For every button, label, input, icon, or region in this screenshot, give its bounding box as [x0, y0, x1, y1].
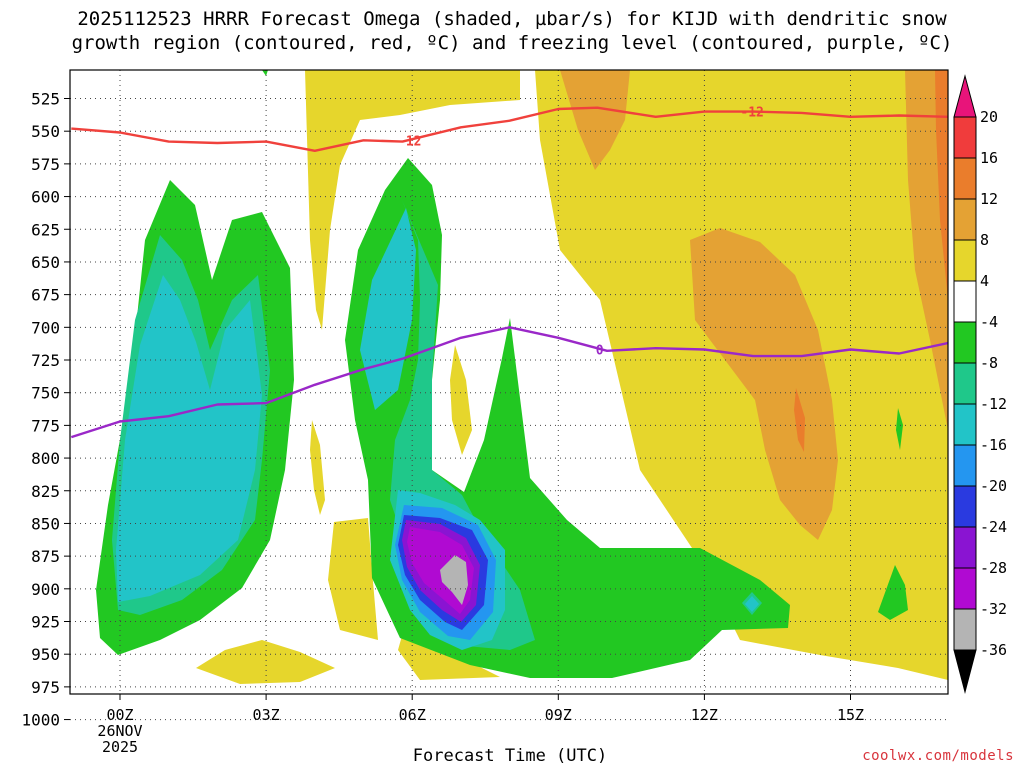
colorbar-label-8: -16 [980, 436, 1007, 454]
colorbar-label-0: 20 [980, 108, 998, 126]
contour-label-0-0: -12 [398, 134, 421, 149]
colorbar-bin-5 [953, 321, 977, 364]
colorbar-label-7: -12 [980, 395, 1007, 413]
shaded-down-cyan-left [116, 275, 262, 602]
grid-lines [70, 70, 948, 721]
ground-terrain [70, 694, 948, 722]
shaded-up-yellow-column [310, 420, 325, 515]
y-tick-label-775: 775 [31, 416, 60, 435]
chart-title-line-1: 2025112523 HRRR Forecast Omega (shaded, … [77, 8, 947, 30]
x-tick-sublabel-0: 26NOV [97, 722, 142, 740]
shaded-down-green-top [262, 70, 268, 76]
colorbar-bin-7 [953, 403, 977, 446]
y-tick-label-675: 675 [31, 286, 60, 305]
shaded-up-yellow-sliver [450, 345, 472, 455]
x-tick-label-06Z: 06Z [399, 706, 426, 724]
y-tick-label-575: 575 [31, 155, 60, 174]
y-tick-label-525: 525 [31, 90, 60, 109]
y-tick-label-800: 800 [31, 449, 60, 468]
shaded-up-orange-right [905, 70, 948, 430]
contour-labels: -12 -12 0 [398, 106, 764, 359]
credit-text: coolwx.com/models [862, 748, 1014, 764]
shaded-down-cyan-dot [745, 596, 759, 612]
contour-line-1 [70, 326, 948, 439]
shaded-up-orange-upper [560, 70, 630, 170]
colorbar: 20 16 12 8 4 -4 -8 -12 -16 -20 -24 -28 -32 -36 [953, 74, 1007, 694]
y-tick-label-825: 825 [31, 482, 60, 501]
contour-line-0 [71, 106, 948, 152]
colorbar-top-arrow [953, 74, 977, 118]
colorbar-bin-3 [953, 239, 977, 282]
shaded-up-yellow-lower-1 [196, 640, 335, 684]
colorbar-bin-10 [953, 526, 977, 569]
colorbar-label-6: -8 [980, 354, 998, 372]
colorbar-label-5: -4 [980, 313, 998, 331]
shaded-up-orange-edge [935, 70, 948, 300]
y-tick-label-925: 925 [31, 613, 60, 632]
y-tick-label-600: 600 [31, 188, 60, 207]
colorbar-label-3: 8 [980, 231, 989, 249]
plot-frame [69, 69, 949, 695]
y-tick-label-850: 850 [31, 514, 60, 533]
shaded-down-green-right [878, 565, 908, 620]
colorbar-bin-6 [953, 362, 977, 405]
y-axis: 525 550 575 600 625 650 675 700 725 750 775 800 825 8… [21, 90, 70, 730]
y-tick-label-650: 650 [31, 253, 60, 272]
colorbar-bin-11 [953, 567, 977, 610]
y-tick-label-625: 625 [31, 220, 60, 239]
y-tick-label-975: 975 [31, 678, 60, 697]
shaded-up-yellow-lower-2 [328, 518, 378, 640]
chart-title-line-2: growth region (contoured, red, ºC) and f… [71, 32, 953, 54]
shaded-up-orange-center [690, 228, 838, 540]
colorbar-label-2: 12 [980, 190, 998, 208]
x-tick-sublabel-1: 2025 [102, 738, 138, 756]
y-tick-label-875: 875 [31, 547, 60, 566]
colorbar-bottom-arrow [953, 649, 977, 694]
colorbar-bin-8 [953, 444, 977, 487]
colorbar-label-13: -36 [980, 641, 1007, 659]
colorbar-label-4: 4 [980, 272, 989, 290]
y-tick-label-750: 750 [31, 384, 60, 403]
x-tick-label-00Z: 00Z [106, 706, 133, 724]
colorbar-label-1: 16 [980, 149, 998, 167]
shaded-down-gray [440, 555, 468, 605]
contour-label-1-0: 0 [596, 344, 604, 359]
colorbar-bin-9 [953, 485, 977, 528]
x-tick-label-09Z: 09Z [545, 706, 572, 724]
y-tick-label-725: 725 [31, 351, 60, 370]
shaded-up-yellow-top-left [305, 70, 520, 330]
colorbar-label-12: -32 [980, 600, 1007, 618]
colorbar-bin-0 [953, 116, 977, 159]
colorbar-bin-1 [953, 157, 977, 200]
x-tick-label-12Z: 12Z [691, 706, 718, 724]
y-tick-label-550: 550 [31, 122, 60, 141]
x-tick-label-15Z: 15Z [837, 706, 864, 724]
contour-lines [70, 106, 948, 439]
y-tick-label-900: 900 [31, 580, 60, 599]
contour-label-0-1: -12 [740, 106, 763, 121]
shaded-up-orange-hi [794, 388, 805, 452]
x-axis-title: Forecast Time (UTC) [412, 746, 608, 766]
colorbar-label-9: -20 [980, 477, 1007, 495]
colorbar-bin-12 [953, 608, 977, 651]
x-tick-label-03Z: 03Z [253, 706, 280, 724]
colorbar-bin-4 [953, 280, 977, 323]
y-tick-label-950: 950 [31, 645, 60, 664]
colorbar-label-10: -24 [980, 518, 1007, 536]
shaded-down-green-sliver [896, 408, 903, 450]
colorbar-label-11: -28 [980, 559, 1007, 577]
y-tick-label-1000: 1000 [21, 711, 60, 730]
colorbar-bin-2 [953, 198, 977, 241]
y-tick-label-700: 700 [31, 318, 60, 337]
omega-shaded-regions [70, 70, 948, 722]
